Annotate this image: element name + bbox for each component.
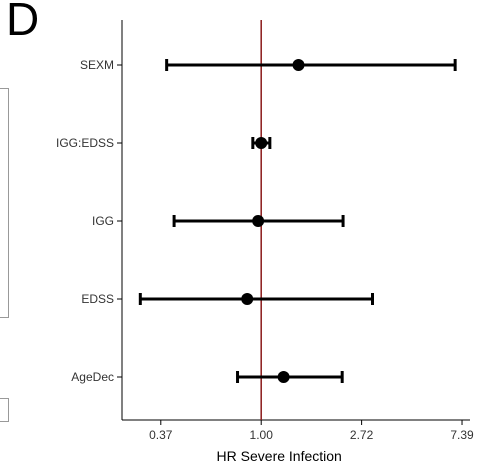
axes: 0.37 1.00 2.72 7.39 SEXM IGG:EDSS IGG EDSS AgeDe…: [56, 20, 474, 442]
y-tick-label: SEXM: [80, 58, 114, 72]
adjacent-panel-edge-lower: [0, 398, 9, 422]
adjacent-panel-edge: [0, 88, 9, 318]
y-tick-label: IGG:EDSS: [56, 136, 114, 150]
point-estimate: [252, 215, 265, 227]
point-estimate: [292, 59, 305, 71]
point-estimate: [255, 137, 268, 149]
y-tick-label: IGG: [92, 214, 114, 228]
x-tick-label: 2.72: [350, 428, 374, 442]
x-tick-label: 0.37: [149, 428, 173, 442]
point-estimate: [277, 371, 290, 383]
point-estimate: [241, 293, 254, 305]
x-axis-title: HR Severe Infection: [217, 448, 342, 464]
panel-letter: D: [6, 0, 40, 45]
y-tick-label: EDSS: [81, 292, 114, 306]
chart-marks: [138, 20, 457, 420]
x-tick-label: 7.39: [450, 428, 474, 442]
x-tick-label: 1.00: [250, 428, 274, 442]
y-tick-label: AgeDec: [71, 370, 114, 384]
